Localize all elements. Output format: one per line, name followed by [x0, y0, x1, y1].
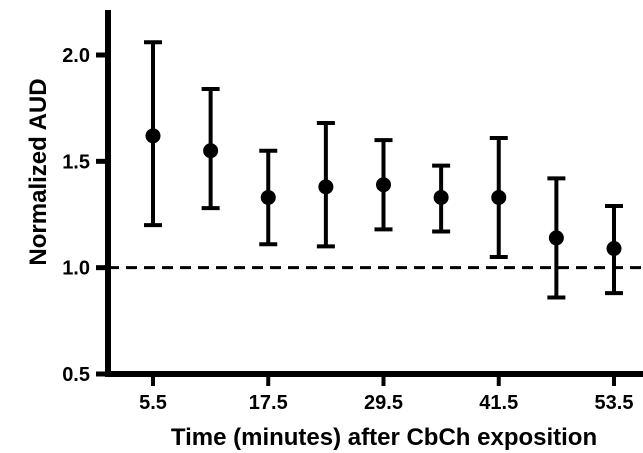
y-axis-title: Normalized AUD [25, 78, 52, 265]
data-point [318, 179, 334, 195]
data-point-group [374, 138, 393, 232]
data-point [606, 241, 622, 257]
x-axis-title: Time (minutes) after CbCh exposition [171, 424, 597, 451]
data-point-group [316, 121, 335, 249]
data-point-group [201, 87, 220, 211]
x-tick-label: 17.5 [249, 392, 288, 414]
data-point [433, 189, 449, 205]
data-point-group [259, 148, 278, 247]
data-point-group [547, 176, 566, 300]
data-point [491, 189, 507, 205]
x-axis-ticks: 5.5 17.5 29.5 41.5 53.5 [139, 374, 633, 414]
y-tick-label: 1.5 [62, 151, 90, 173]
data-point-group [144, 40, 162, 228]
data-point-group [432, 163, 451, 234]
data-marks [144, 40, 623, 300]
data-point-group [605, 203, 623, 296]
y-tick-label: 1.0 [62, 258, 90, 280]
y-tick-label: 2.0 [62, 45, 90, 67]
data-point [548, 230, 564, 246]
data-point [260, 189, 276, 205]
x-tick-label: 41.5 [479, 392, 518, 414]
data-point [203, 143, 219, 159]
data-point [145, 128, 161, 144]
y-axis-ticks: 0.5 1.0 1.5 2.0 [62, 45, 108, 386]
x-tick-label: 5.5 [139, 392, 167, 414]
data-point-group [489, 135, 508, 260]
x-tick-label: 53.5 [595, 392, 634, 414]
data-point [376, 177, 391, 193]
x-tick-label: 29.5 [364, 392, 403, 414]
y-tick-label: 0.5 [62, 364, 90, 386]
